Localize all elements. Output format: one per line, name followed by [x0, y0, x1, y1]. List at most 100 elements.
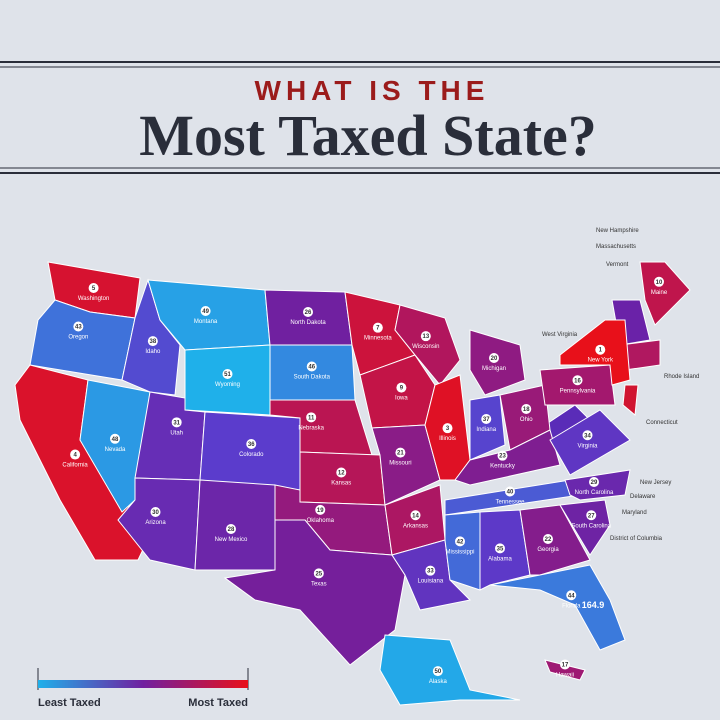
state-name: Washington [78, 296, 109, 302]
state-name: Hawaii [556, 673, 574, 679]
rank-badge [560, 659, 570, 670]
callout-label: Massachusetts [596, 244, 636, 250]
state-rank: 14 [412, 513, 419, 519]
state [544, 659, 586, 681]
state-rank: 28 [228, 527, 235, 533]
state [264, 289, 353, 346]
rank-badge [481, 414, 492, 424]
state-name: Arkansas [403, 523, 428, 529]
state-rank: 31 [173, 420, 180, 426]
state-name: Missouri [389, 461, 411, 467]
state-rank: 16 [574, 378, 581, 384]
state-name: South Carolina [571, 523, 611, 529]
small-state [622, 384, 639, 416]
state-rank: 3 [446, 426, 450, 432]
state [519, 504, 591, 576]
rank-badge [410, 510, 421, 521]
rank-badge [489, 353, 499, 363]
rank-badge [200, 306, 211, 316]
rank-badge [521, 404, 532, 414]
state [479, 509, 531, 591]
state-rank: 17 [562, 663, 569, 669]
state-name: Maine [651, 290, 668, 296]
rank-badge [505, 486, 515, 497]
rank-badge [572, 375, 583, 386]
rank-badge [395, 447, 406, 458]
state-name: South Dakota [294, 375, 331, 381]
state-name: Kansas [331, 481, 351, 487]
rank-badge [306, 361, 317, 372]
state-rank: 35 [497, 546, 504, 552]
state-rank: 44 [568, 593, 575, 599]
state-name: New Mexico [215, 537, 248, 543]
state-name: Illinois [439, 436, 456, 442]
state-name: Louisiana [417, 579, 443, 585]
state-name: Alaska [429, 679, 448, 685]
state-name: Indiana [476, 427, 496, 433]
rank-badge [372, 322, 383, 333]
state [489, 564, 626, 651]
rank-badge [226, 524, 236, 534]
state [549, 409, 631, 476]
legend-high: Most Taxed [188, 697, 248, 709]
state-name: North Dakota [290, 320, 326, 326]
state-rank: 21 [397, 451, 404, 457]
state [194, 479, 276, 571]
rank-badge [589, 477, 599, 487]
state-name: Nebraska [298, 425, 324, 431]
state [379, 634, 521, 706]
state-rank: 27 [588, 513, 595, 519]
state-rank: 20 [491, 356, 498, 362]
state [559, 499, 611, 556]
rank-badge [495, 543, 505, 554]
state-name: Utah [170, 430, 183, 436]
state-name: Wisconsin [412, 344, 439, 350]
map: 5 Washington 43 Oregon 4 California 48 Nevada 38… [14, 228, 699, 706]
rank-badge [396, 382, 407, 393]
state-name: Pennsylvania [560, 388, 596, 394]
callout-label: Maryland [622, 510, 647, 516]
state-rank: 23 [499, 454, 506, 460]
rank-badge [171, 417, 182, 428]
state-name: Ohio [520, 417, 533, 423]
rank-badge [70, 449, 81, 460]
state-name: Idaho [145, 349, 161, 355]
state-rank: 7 [376, 326, 380, 332]
state [184, 344, 271, 416]
state-rank: 49 [202, 309, 209, 315]
annotation: 164.9 [582, 600, 605, 610]
state-name: Nevada [105, 447, 126, 453]
state-rank: 50 [435, 669, 442, 675]
rank-badge [150, 507, 161, 517]
state-name: Iowa [395, 396, 408, 402]
state-rank: 5 [92, 286, 96, 292]
state-name: Texas [311, 581, 327, 587]
rank-badge [432, 666, 443, 677]
rank-badge [425, 565, 436, 576]
state-name: Kentucky [490, 464, 515, 470]
state-rank: 40 [507, 490, 514, 496]
state-name: Minnesota [364, 336, 392, 342]
state-rank: 29 [591, 480, 598, 486]
rank-badge [313, 568, 324, 579]
rank-badge [566, 590, 577, 601]
state-name: Tennessee [495, 500, 525, 506]
rank-badge [582, 430, 593, 441]
state-rank: 1 [599, 348, 603, 354]
state-rank: 9 [400, 386, 404, 392]
state [469, 329, 526, 396]
state [223, 519, 406, 666]
state [444, 511, 481, 591]
rank-badge [595, 344, 606, 355]
state-rank: 46 [308, 365, 315, 371]
state-name: Colorado [239, 452, 264, 458]
state [559, 319, 631, 386]
state-name: Oregon [68, 335, 88, 341]
state-name: Alabama [488, 556, 512, 562]
state-rank: 42 [457, 539, 464, 545]
rank-badge [336, 467, 347, 478]
rank-badge [543, 534, 553, 544]
state-rank: 37 [483, 417, 490, 423]
state [199, 411, 301, 491]
state-name: Oklahoma [307, 518, 335, 524]
